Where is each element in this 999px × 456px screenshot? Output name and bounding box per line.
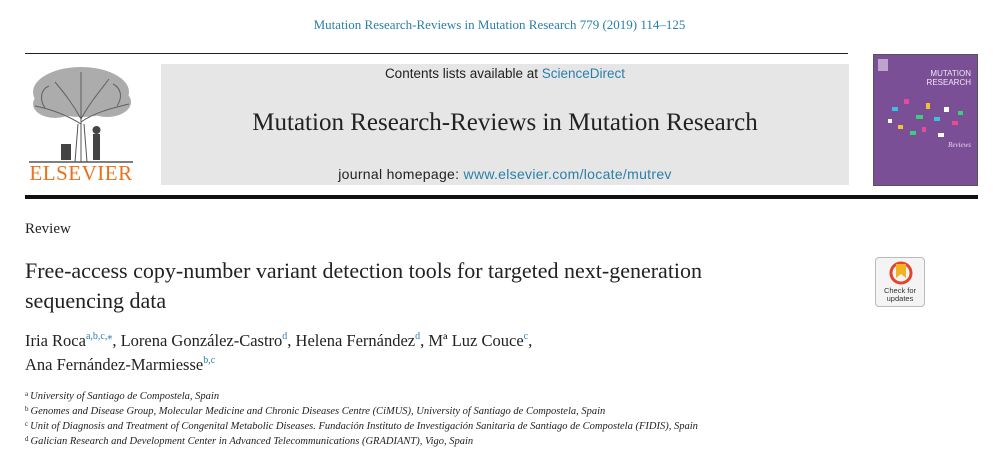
author-name[interactable]: Lorena González-Castro — [120, 331, 283, 350]
affiliation-text: Galician Research and Development Center… — [30, 436, 474, 447]
affiliation-key: a — [25, 390, 29, 398]
author-name[interactable]: Mª Luz Couce — [428, 331, 524, 350]
homepage-line: journal homepage: www.elsevier.com/locat… — [161, 166, 849, 182]
affiliation-item: d Galician Research and Development Cente… — [25, 434, 985, 449]
author-separator: , — [287, 331, 296, 350]
author-separator: , — [528, 331, 533, 350]
publisher-wordmark: ELSEVIER — [29, 161, 133, 185]
affiliation-key: b — [25, 405, 29, 413]
contents-prefix: Contents lists available at — [384, 66, 542, 81]
author-affiliation-marker[interactable]: d — [415, 331, 421, 342]
cover-title-line-2: RESEARCH — [926, 78, 971, 87]
author-name[interactable]: Ana Fernández-Marmiesse — [25, 355, 204, 374]
affiliation-text: Genomes and Disease Group, Molecular Med… — [30, 406, 606, 417]
affiliation-item: b Genomes and Disease Group, Molecular Me… — [25, 404, 985, 419]
check-for-updates-label: Check for updates — [876, 287, 924, 303]
author-separator: , — [112, 331, 121, 350]
author-affiliation-marker[interactable]: b,c — [203, 355, 216, 366]
affiliation-item: c Unit of Diagnosis and Treatment of Cong… — [25, 419, 985, 434]
journal-cover[interactable]: MUTATION RESEARCH Reviews — [873, 54, 978, 186]
corresponding-author-icon[interactable]: ⁎ — [107, 331, 113, 342]
cover-artwork-icon — [878, 59, 963, 137]
journal-banner: Contents lists available at ScienceDirec… — [161, 64, 849, 185]
author-separator: , — [420, 331, 429, 350]
check-label-line-1: Check for — [883, 286, 917, 295]
affiliation-list: a University of Santiago de Compostela, S… — [25, 389, 985, 449]
thick-divider — [25, 195, 978, 199]
author-name[interactable]: Iria Roca — [25, 331, 86, 350]
affiliation-text: University of Santiago de Compostela, Sp… — [30, 391, 220, 402]
homepage-prefix: journal homepage: — [338, 166, 464, 182]
author-affiliation-marker[interactable]: d — [282, 331, 288, 342]
cover-title-line-1: MUTATION — [930, 69, 971, 78]
check-label-line-2: updates — [886, 294, 914, 303]
affiliation-text: Unit of Diagnosis and Treatment of Conge… — [30, 421, 698, 432]
journal-title: Mutation Research-Reviews in Mutation Re… — [252, 109, 758, 136]
bookmark-icon — [889, 261, 913, 285]
homepage-link[interactable]: www.elsevier.com/locate/mutrev — [463, 166, 672, 182]
cover-title: MUTATION RESEARCH — [927, 69, 971, 87]
cover-subtitle: Reviews — [948, 141, 971, 149]
contents-line: Contents lists available at ScienceDirec… — [161, 66, 849, 81]
author-name[interactable]: Helena Fernández — [295, 331, 416, 350]
header-divider — [25, 53, 848, 54]
author-affiliation-marker[interactable]: a,b,c, — [85, 331, 108, 342]
author-affiliation-marker[interactable]: c — [523, 331, 529, 342]
sciencedirect-link[interactable]: ScienceDirect — [541, 66, 626, 81]
elsevier-logo[interactable]: ELSEVIER — [25, 64, 137, 186]
article-title: Free-access copy-number variant detectio… — [25, 258, 703, 313]
check-for-updates-button[interactable]: Check for updates — [875, 257, 925, 307]
journal-reference[interactable]: Mutation Research-Reviews in Mutation Re… — [313, 17, 686, 32]
affiliation-key: c — [25, 420, 29, 428]
affiliation-key: d — [25, 435, 29, 443]
affiliation-item: a University of Santiago de Compostela, S… — [25, 389, 985, 404]
article-type: Review — [25, 221, 71, 237]
author-list: Iria Rocaa,b,c,⁎, Lorena González-Castro… — [25, 329, 785, 377]
tree-icon — [29, 67, 133, 163]
